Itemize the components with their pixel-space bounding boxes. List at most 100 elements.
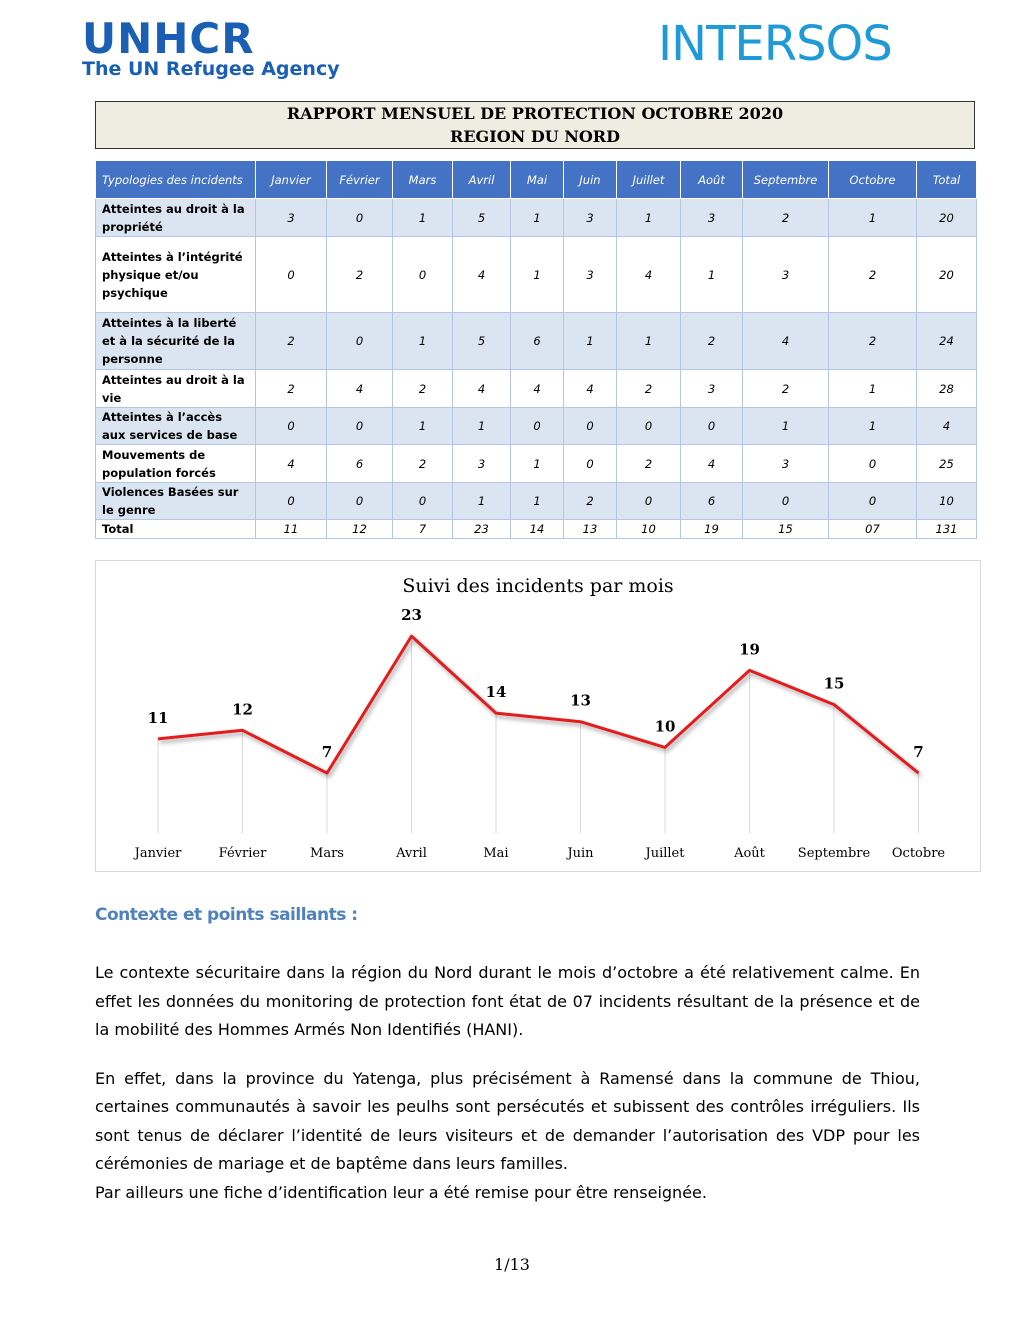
cell: 1 (510, 198, 564, 237)
data-label: 7 (913, 743, 923, 761)
title-line: REGION DU NORD (450, 127, 620, 146)
table-row: Violences Basées sur le genre 0 0 0 1 1 2 0 6 0 0 1… (95, 482, 977, 520)
header-cell: Typologies des incidents (95, 160, 256, 199)
header-cell: Septembre (742, 160, 829, 199)
cell: 6 (326, 444, 393, 483)
cell: 0 (742, 482, 829, 520)
cell: 2 (828, 312, 917, 370)
cell: 20 (916, 198, 977, 237)
cell: 19 (680, 519, 743, 539)
cell: 4 (452, 236, 511, 313)
cell: 23 (452, 519, 511, 539)
data-label: 14 (486, 683, 507, 701)
x-tick-label: Juillet (644, 846, 686, 861)
cell: 1 (392, 198, 453, 237)
cell: 0 (255, 407, 327, 445)
cell: 2 (255, 369, 327, 408)
data-label: 12 (232, 700, 253, 718)
cell: 4 (452, 369, 511, 408)
cell: 1 (742, 407, 829, 445)
header-cell: Août (680, 160, 743, 199)
table-row: Atteintes à l’accès aux services de base… (95, 407, 977, 445)
table-row: Atteintes au droit à la propriété 3 0 1 5 1 3 1… (95, 198, 977, 237)
data-label: 11 (148, 709, 169, 727)
cell: 3 (452, 444, 511, 483)
cell: 10 (616, 519, 681, 539)
row-label: Mouvements de population forcés (95, 444, 256, 483)
cell: 6 (510, 312, 564, 370)
page-number: 1/13 (494, 1255, 530, 1274)
cell: 1 (392, 407, 453, 445)
cell: 0 (680, 407, 743, 445)
cell: 0 (616, 407, 681, 445)
x-tick-label: Mars (310, 846, 344, 861)
header-cell: Juin (563, 160, 617, 199)
cell: 2 (326, 236, 393, 313)
cell: 2 (828, 236, 917, 313)
cell: 4 (616, 236, 681, 313)
x-tick-label: Juin (565, 846, 594, 861)
cell: 4 (916, 407, 977, 445)
header-cell: Juillet (616, 160, 681, 199)
x-tick-label: Janvier (133, 846, 183, 861)
data-label: 13 (570, 692, 591, 710)
unhcr-tagline: The UN Refugee Agency (82, 58, 340, 80)
cell: 25 (916, 444, 977, 483)
report-title: RAPPORT MENSUEL DE PROTECTION OCTOBRE 20… (95, 101, 975, 149)
row-label: Atteintes au droit à la vie (95, 369, 256, 408)
cell: 24 (916, 312, 977, 370)
x-tick-label: Avril (395, 846, 427, 861)
cell: 2 (742, 198, 829, 237)
cell: 2 (616, 444, 681, 483)
cell: 0 (392, 236, 453, 313)
incident-table: Typologies des incidents Janvier Février Ma… (95, 160, 977, 539)
cell: 1 (828, 369, 917, 408)
cell: 3 (680, 198, 743, 237)
cell: 1 (452, 407, 511, 445)
cell: 3 (742, 236, 829, 313)
cell: 2 (392, 444, 453, 483)
cell: 1 (680, 236, 743, 313)
section-heading: Contexte et points saillants : (95, 905, 358, 925)
cell: 131 (916, 519, 977, 539)
header-cell: Avril (452, 160, 511, 199)
header-row: Typologies des incidents Janvier Février Ma… (95, 160, 977, 199)
cell: 3 (563, 236, 617, 313)
cell: 0 (255, 236, 327, 313)
paragraph: En effet, dans la province du Yatenga, p… (95, 1068, 920, 1174)
table-row: Atteintes à la liberté et à la sécurité … (95, 312, 977, 370)
chart-title: Suivi des incidents par mois (402, 575, 673, 597)
data-label: 19 (739, 640, 760, 658)
cell: 0 (616, 482, 681, 520)
section-body: Le contexte sécuritaire dans la région d… (95, 959, 920, 1207)
table-row: Total 11 12 7 23 14 13 10 19 15 07 131 (95, 519, 977, 539)
cell: 0 (563, 444, 617, 483)
table-row: Mouvements de population forcés 4 6 2 3 1 0 2 4 3… (95, 444, 977, 483)
cell: 14 (510, 519, 564, 539)
cell: 20 (916, 236, 977, 313)
header-cell: Mai (510, 160, 564, 199)
chart: Suivi des incidents par mois Janvier Févr… (95, 560, 981, 872)
title-line: RAPPORT MENSUEL DE PROTECTION OCTOBRE 20… (286, 104, 784, 123)
cell: 10 (916, 482, 977, 520)
cell: 0 (326, 198, 393, 237)
cell: 1 (563, 312, 617, 370)
cell: 0 (392, 482, 453, 520)
cell: 0 (828, 444, 917, 483)
cell: 3 (255, 198, 327, 237)
data-label: 23 (401, 606, 422, 624)
cell: 1 (510, 482, 564, 520)
x-tick-label: Mai (483, 846, 508, 861)
cell: 3 (680, 369, 743, 408)
cell: 4 (680, 444, 743, 483)
cell: 4 (742, 312, 829, 370)
table-row: Atteintes à l’intégrité physique et/ou p… (95, 236, 977, 313)
x-tick-label: Février (219, 846, 267, 861)
data-label: 15 (824, 675, 845, 693)
cell: 4 (563, 369, 617, 408)
row-label: Atteintes au droit à la propriété (95, 198, 256, 237)
cell: 15 (742, 519, 829, 539)
cell: 1 (616, 312, 681, 370)
cell: 4 (510, 369, 564, 408)
cell: 1 (510, 236, 564, 313)
